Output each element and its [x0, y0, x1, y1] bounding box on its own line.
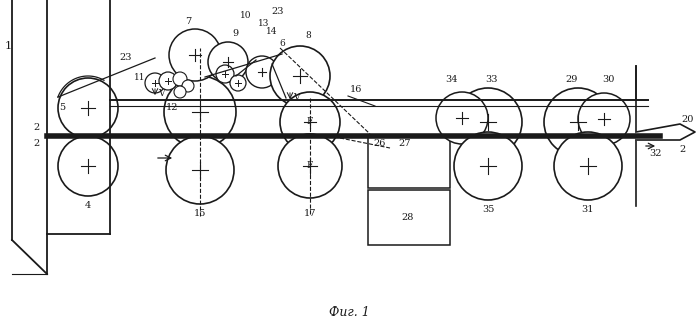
Text: 16: 16 — [350, 85, 362, 95]
Text: V: V — [158, 90, 164, 98]
Circle shape — [173, 72, 187, 86]
Circle shape — [230, 75, 246, 91]
Text: 29: 29 — [565, 76, 578, 84]
Text: 2: 2 — [34, 140, 40, 149]
Text: 5: 5 — [59, 103, 65, 112]
Circle shape — [208, 42, 248, 82]
Circle shape — [554, 132, 622, 200]
Text: 33: 33 — [486, 76, 498, 84]
Text: 10: 10 — [240, 10, 252, 20]
Text: 15: 15 — [194, 209, 206, 217]
Text: 23: 23 — [120, 53, 132, 63]
Circle shape — [270, 46, 330, 106]
Text: 34: 34 — [446, 76, 459, 84]
Text: F: F — [307, 117, 313, 126]
Text: 2: 2 — [679, 145, 685, 155]
Text: 8: 8 — [305, 32, 311, 40]
Circle shape — [578, 93, 630, 145]
Circle shape — [454, 88, 522, 156]
Circle shape — [182, 80, 194, 92]
Circle shape — [145, 73, 165, 93]
Circle shape — [174, 86, 186, 98]
Text: 13: 13 — [259, 19, 270, 27]
Text: 4: 4 — [85, 201, 91, 211]
Circle shape — [216, 65, 234, 83]
Text: 7: 7 — [185, 18, 191, 26]
Text: Фиг. 1: Фиг. 1 — [329, 305, 369, 319]
Text: 28: 28 — [402, 213, 415, 221]
Text: 2: 2 — [34, 124, 40, 132]
Text: 20: 20 — [682, 115, 694, 125]
Text: 6: 6 — [279, 38, 285, 48]
Text: 12: 12 — [166, 103, 178, 112]
Circle shape — [278, 134, 342, 198]
Text: 9: 9 — [232, 29, 238, 38]
Circle shape — [436, 92, 488, 144]
Text: 14: 14 — [266, 27, 278, 37]
Text: 27: 27 — [398, 140, 410, 149]
Bar — [368, 190, 450, 245]
Circle shape — [164, 76, 236, 148]
Text: F: F — [307, 161, 313, 170]
Text: 35: 35 — [482, 205, 494, 215]
Polygon shape — [12, 0, 47, 274]
Circle shape — [166, 136, 234, 204]
Circle shape — [454, 132, 522, 200]
Text: 31: 31 — [582, 205, 594, 215]
Text: 1: 1 — [4, 41, 12, 51]
Text: 17: 17 — [304, 209, 316, 217]
Circle shape — [544, 88, 612, 156]
Text: 30: 30 — [602, 76, 614, 84]
Text: 11: 11 — [134, 73, 146, 82]
Circle shape — [58, 78, 118, 138]
Text: 32: 32 — [649, 150, 661, 158]
Circle shape — [246, 56, 278, 88]
Bar — [368, 136, 450, 188]
Text: 26: 26 — [373, 140, 385, 149]
Text: V: V — [293, 94, 299, 102]
Circle shape — [58, 136, 118, 196]
Circle shape — [169, 29, 221, 81]
Circle shape — [159, 72, 177, 90]
Circle shape — [280, 92, 340, 152]
Text: 23: 23 — [272, 7, 284, 17]
Polygon shape — [636, 124, 695, 140]
